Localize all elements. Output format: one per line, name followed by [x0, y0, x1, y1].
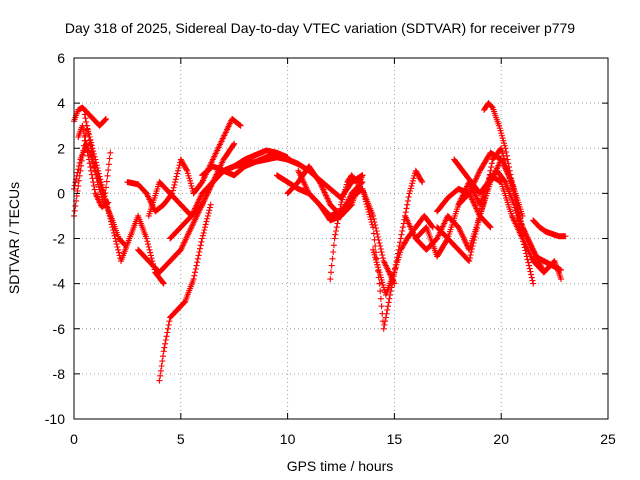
- y-axis-label: SDTVAR / TECUs: [6, 182, 22, 294]
- data-points: [71, 100, 569, 384]
- series-track-8: [156, 201, 214, 384]
- x-tick-label: 15: [387, 431, 403, 447]
- series-track-21: [451, 156, 537, 287]
- plus-markers: [167, 147, 291, 242]
- series-track-5: [81, 111, 114, 208]
- x-tick-label: 10: [280, 431, 296, 447]
- series-track-17: [370, 167, 426, 298]
- y-tick-label: -2: [53, 231, 66, 247]
- x-axis-ticks: 0 5 10 15 20 25: [70, 58, 616, 447]
- y-axis-ticks: -10 -8 -6 -4 -2 0 2 4 6: [45, 50, 608, 427]
- y-tick-label: -4: [53, 276, 66, 292]
- series-track-24: [455, 149, 526, 219]
- series-track-25: [434, 185, 494, 231]
- series-track-23: [530, 217, 569, 240]
- chart-title: Day 318 of 2025, Sidereal Day-to-day VTE…: [65, 20, 575, 36]
- plus-markers: [124, 115, 244, 215]
- series-track-15: [327, 172, 359, 283]
- x-tick-label: 25: [600, 431, 616, 447]
- y-tick-label: 0: [57, 185, 65, 201]
- plus-markers: [434, 185, 494, 231]
- y-tick-label: 4: [57, 95, 65, 111]
- y-tick-label: 6: [57, 50, 65, 66]
- series-track-10: [167, 147, 291, 242]
- plus-markers: [71, 104, 109, 129]
- y-tick-label: -8: [53, 366, 66, 382]
- plus-markers: [481, 100, 564, 274]
- x-tick-label: 5: [177, 431, 185, 447]
- plus-markers: [455, 149, 526, 219]
- x-tick-label: 20: [493, 431, 509, 447]
- series-track-14: [273, 172, 398, 287]
- plus-markers: [327, 172, 359, 283]
- plus-markers: [370, 167, 426, 298]
- plus-markers: [451, 156, 537, 287]
- plus-markers: [273, 172, 398, 287]
- series-track-6: [124, 115, 244, 215]
- plus-markers: [530, 217, 569, 240]
- series-track-2: [71, 104, 109, 129]
- y-tick-label: -10: [45, 411, 65, 427]
- series-track-22: [481, 100, 564, 274]
- y-tick-label: 2: [57, 140, 65, 156]
- plus-markers: [156, 201, 214, 384]
- y-tick-label: -6: [53, 321, 66, 337]
- x-axis-label: GPS time / hours: [287, 458, 394, 474]
- x-tick-label: 0: [70, 431, 78, 447]
- plus-markers: [81, 111, 114, 208]
